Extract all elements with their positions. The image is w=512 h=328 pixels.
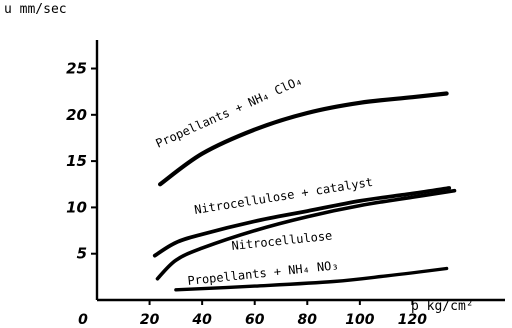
y-tick-label: 5 — [77, 245, 87, 263]
x-tick-label: 120 — [398, 312, 427, 328]
x-tick-label: 100 — [345, 312, 374, 328]
x-tick-label: 20 — [140, 312, 160, 328]
x-tick-label: 80 — [298, 312, 318, 328]
y-tick-label: 15 — [66, 152, 87, 170]
series-line-nitrocellulose — [155, 188, 457, 281]
y-axis-label: u mm/sec — [4, 2, 67, 17]
series-line-nitrocellulose-catalyst — [152, 186, 452, 258]
x-axis-label: p kg/cm² — [411, 299, 474, 314]
x-tick-label: 60 — [245, 312, 265, 328]
x-tick-label: 40 — [191, 312, 212, 328]
y-tick-label: 10 — [66, 198, 87, 216]
series-label-nitrocellulose-catalyst: Nitrocellulose + catalyst — [193, 175, 374, 217]
series-line-nh4clo4 — [158, 91, 449, 187]
y-tick-label: 20 — [66, 106, 87, 124]
series-line-nh4no3 — [174, 266, 449, 292]
y-tick-label: 25 — [66, 60, 87, 78]
x-tick-label: 0 — [78, 312, 88, 328]
